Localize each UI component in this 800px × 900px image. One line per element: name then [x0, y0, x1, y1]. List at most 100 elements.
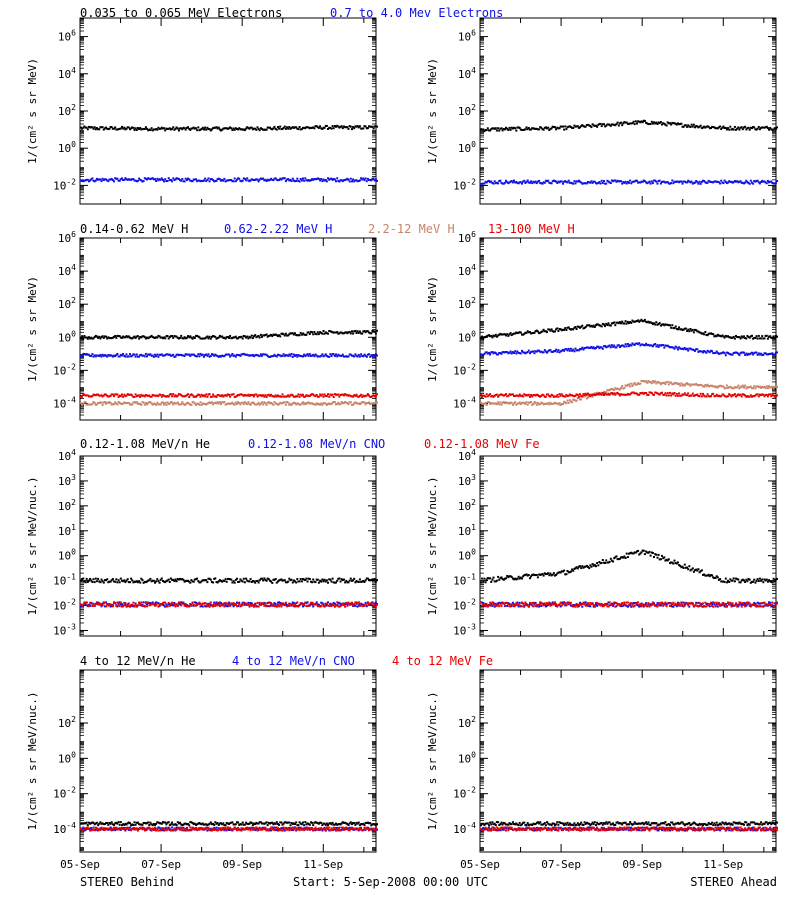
data-point — [82, 180, 85, 183]
data-point — [130, 178, 133, 181]
data-point — [188, 580, 191, 583]
data-point — [675, 327, 678, 330]
data-point — [247, 393, 250, 396]
data-point — [338, 126, 341, 129]
data-point — [692, 383, 695, 386]
data-point — [83, 580, 86, 583]
data-point — [167, 177, 170, 180]
data-point — [221, 335, 224, 338]
data-point — [677, 328, 679, 331]
data-point — [126, 605, 129, 608]
data-point — [255, 178, 258, 181]
data-point — [492, 352, 495, 355]
data-point — [243, 335, 246, 338]
data-point — [616, 179, 619, 182]
data-point — [725, 335, 728, 338]
row-2-header-2: 0.12-1.08 MeV Fe — [424, 437, 540, 451]
data-point — [221, 178, 224, 181]
data-point — [731, 394, 734, 396]
data-point — [548, 328, 551, 331]
data-point — [493, 127, 496, 130]
data-point — [617, 180, 620, 183]
data-point — [292, 395, 295, 398]
data-point — [566, 349, 569, 352]
data-point — [640, 180, 643, 183]
data-point — [758, 337, 761, 340]
data-point — [223, 605, 226, 608]
data-point — [555, 348, 558, 351]
data-point — [263, 128, 266, 131]
data-point — [310, 330, 312, 333]
data-point — [491, 336, 494, 339]
data-point — [358, 604, 361, 607]
data-point — [508, 351, 511, 354]
data-point — [249, 393, 252, 396]
data-point — [357, 581, 360, 583]
data-point — [364, 354, 367, 357]
data-point — [560, 125, 563, 128]
data-point — [88, 336, 90, 339]
data-point — [690, 180, 693, 183]
data-point — [565, 329, 568, 331]
data-point — [317, 581, 320, 584]
data-point — [584, 346, 587, 349]
data-point — [200, 393, 203, 396]
data-point — [647, 394, 650, 396]
data-point — [134, 127, 137, 130]
data-point — [295, 395, 298, 398]
data-point — [600, 179, 603, 182]
data-point — [86, 604, 89, 607]
data-point — [238, 177, 241, 180]
data-point — [557, 180, 560, 183]
data-point — [484, 180, 487, 183]
data-point — [139, 403, 142, 405]
data-point — [593, 392, 596, 395]
data-point — [254, 393, 257, 396]
data-point — [196, 334, 199, 337]
data-point — [297, 334, 300, 337]
data-point — [372, 177, 375, 180]
data-point — [156, 578, 159, 581]
data-point — [92, 337, 95, 340]
data-point — [146, 603, 148, 606]
data-point — [694, 394, 696, 397]
data-point — [298, 334, 301, 337]
data-point — [338, 601, 341, 604]
data-point — [362, 605, 365, 608]
data-point — [149, 353, 152, 356]
data-point — [152, 602, 155, 605]
data-point — [228, 601, 230, 604]
y-tick-label-5: 106 — [458, 230, 476, 245]
data-point — [629, 122, 632, 125]
data-point — [738, 128, 741, 131]
data-point — [261, 394, 263, 397]
data-point — [482, 402, 485, 405]
data-point — [639, 319, 642, 322]
data-point — [340, 331, 343, 334]
data-point — [546, 351, 548, 354]
data-point — [226, 179, 229, 182]
data-point — [763, 337, 766, 340]
data-point — [763, 126, 766, 129]
data-point — [147, 394, 150, 397]
data-point — [646, 381, 649, 384]
data-point — [481, 182, 484, 185]
data-point — [82, 577, 85, 580]
data-point — [609, 124, 612, 127]
data-point — [123, 401, 126, 404]
data-point — [196, 577, 199, 580]
data-point — [130, 577, 133, 580]
data-point — [302, 177, 304, 180]
data-point — [760, 181, 763, 183]
data-point — [99, 353, 102, 356]
data-point — [116, 605, 119, 608]
data-point — [369, 125, 372, 128]
data-point — [305, 577, 308, 580]
data-point — [550, 127, 553, 130]
data-point — [727, 386, 729, 389]
data-point — [336, 579, 339, 582]
data-point — [684, 181, 687, 184]
data-point — [696, 125, 699, 128]
data-point — [354, 179, 357, 182]
data-point — [598, 392, 601, 395]
